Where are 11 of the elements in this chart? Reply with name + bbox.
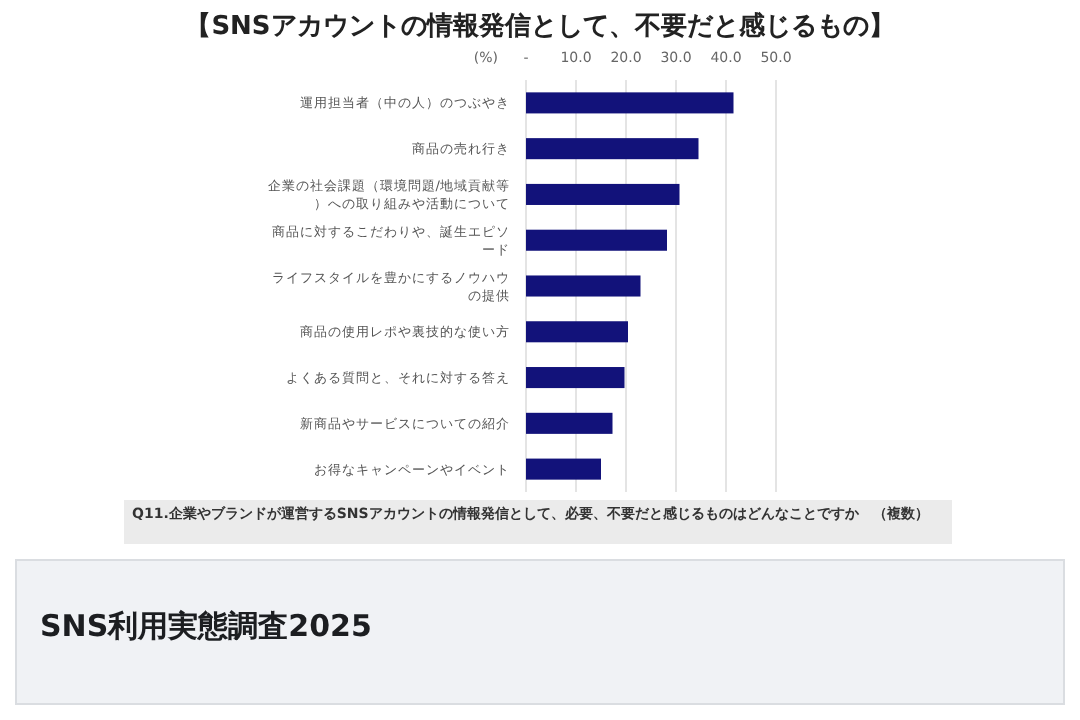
bar — [526, 138, 699, 160]
bar — [526, 92, 734, 114]
bar — [526, 229, 667, 251]
bar — [526, 321, 628, 343]
text: SNS利用実態調査2025 — [40, 608, 372, 644]
chart-title: 【SNSアカウントの情報発信として、不要だと感じるもの】 — [185, 10, 895, 42]
bar — [526, 458, 601, 480]
bar — [526, 412, 613, 434]
bar — [526, 367, 625, 389]
bar — [526, 275, 641, 297]
bar — [526, 183, 680, 205]
